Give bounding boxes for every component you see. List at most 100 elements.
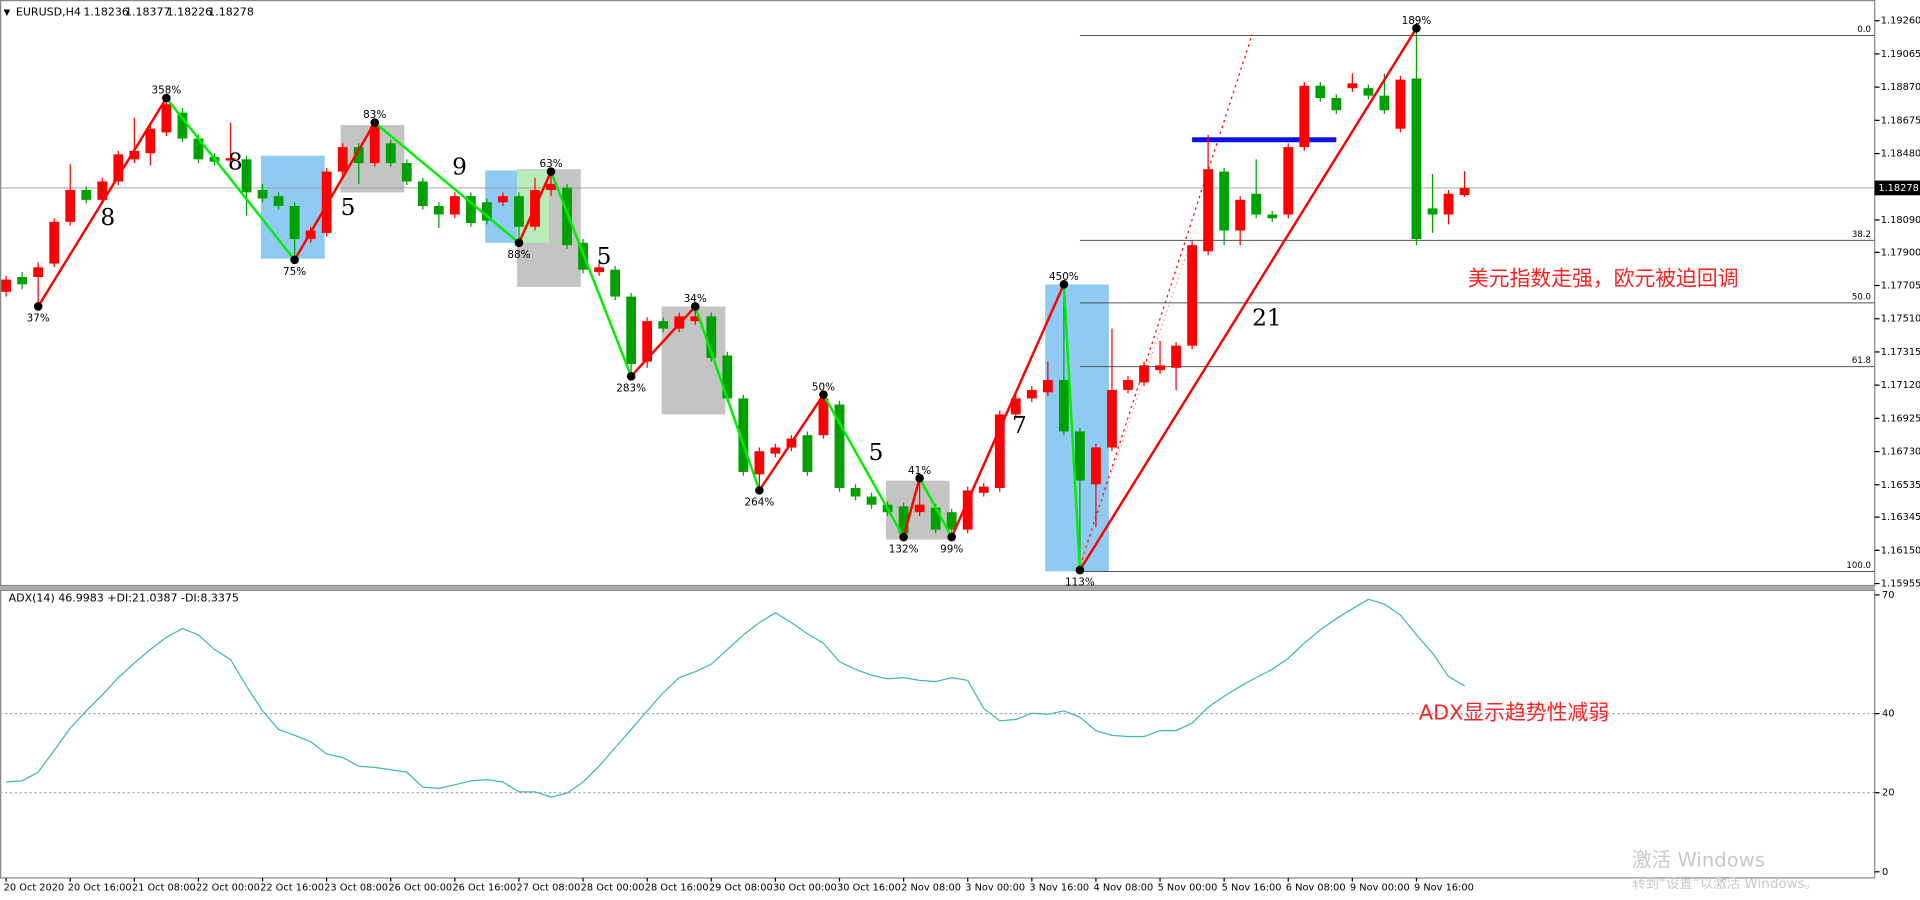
candle-body [642, 321, 653, 362]
candle-body [337, 147, 348, 172]
candle-body [385, 143, 396, 164]
zigzag-segment [373, 121, 520, 244]
annotation: 美元指数走强，欧元被迫回调 [1468, 267, 1739, 291]
x-tick-label: 3 Nov 00:00 [965, 883, 1025, 894]
zigzag-label: 189% [1402, 15, 1432, 27]
candle-body [1331, 98, 1342, 111]
candle-body [81, 189, 92, 200]
y-tick-label: 1.16730 [1881, 447, 1920, 458]
watermark: 转到“设置”以激活 Windows。 [1632, 876, 1818, 892]
candle-body [1443, 193, 1454, 215]
candle-body [690, 316, 701, 322]
y-tick-label: 1.18870 [1881, 82, 1920, 93]
candle-body [610, 269, 621, 297]
candle-body [818, 398, 829, 436]
current-price-tag [1874, 180, 1920, 196]
candle-body [1058, 380, 1069, 432]
candle-body [449, 196, 460, 215]
candle-body [433, 205, 444, 215]
candle-body [1395, 79, 1406, 129]
y-tick-label: 1.18480 [1881, 149, 1920, 160]
y-tick-label: 1.17705 [1881, 281, 1920, 292]
candle-body [1363, 88, 1374, 96]
candle-body [273, 196, 284, 206]
watermark: 激活 Windows [1632, 848, 1765, 871]
y-tick-label: 1.16345 [1881, 512, 1920, 523]
zigzag-point [1075, 565, 1085, 575]
wave-count: 8 [100, 204, 115, 231]
y-tick-label: 1.18090 [1881, 215, 1920, 226]
candle-body [754, 451, 765, 475]
candle-body [401, 163, 412, 182]
zigzag-segment [293, 121, 376, 261]
candle-body [97, 181, 108, 200]
candle-body [65, 189, 76, 222]
zigzag-point [690, 302, 700, 311]
symbol-title: EURUSD,H4 [16, 5, 81, 18]
candle-body [1155, 365, 1165, 371]
candle-body [225, 158, 236, 161]
zigzag-segment [758, 394, 825, 492]
zigzag-label: 83% [363, 109, 386, 121]
menu-arrow[interactable]: ▼ [4, 8, 11, 18]
x-tick-label: 30 Oct 16:00 [837, 883, 901, 894]
y-tick-label: 70 [1882, 590, 1894, 601]
candle-body [850, 488, 861, 497]
zigzag-segment [517, 171, 553, 244]
candle-body [866, 496, 877, 505]
zigzag-segment [1062, 284, 1082, 571]
zigzag-label: 450% [1049, 271, 1079, 283]
candle-body [241, 159, 252, 193]
y-tick-label: 40 [1882, 709, 1894, 720]
candle-body [498, 196, 508, 203]
candle-body [145, 128, 156, 154]
candle-body [658, 321, 669, 329]
candle-body [1379, 95, 1390, 111]
candle-body [978, 486, 989, 493]
candle-body [914, 504, 925, 513]
zigzag-label: 132% [889, 543, 919, 555]
zigzag-label: 264% [744, 497, 774, 509]
y-tick-label: 0 [1882, 867, 1888, 878]
adx-annotation: ADX显示趋势性减弱 [1419, 701, 1609, 725]
x-tick-label: 23 Oct 08:00 [324, 883, 388, 894]
zigzag-point [1412, 23, 1421, 33]
zigzag-label: 283% [616, 383, 646, 395]
y-tick-label: 1.17510 [1881, 314, 1920, 325]
candle-body [113, 154, 124, 182]
candle-body [594, 267, 605, 273]
candle-body [514, 196, 524, 227]
candle-body [465, 196, 476, 224]
candle-body [161, 104, 172, 133]
y-tick-label: 1.17900 [1881, 247, 1920, 258]
candle-body [626, 296, 637, 365]
x-tick-label: 28 Oct 16:00 [645, 883, 709, 894]
x-tick-label: 26 Oct 16:00 [452, 883, 516, 894]
y-tick-label: 1.17120 [1881, 380, 1920, 391]
x-tick-label: 22 Oct 00:00 [196, 883, 260, 894]
zigzag-label: 63% [539, 158, 562, 170]
candle-body [193, 138, 204, 160]
x-tick-label: 5 Nov 16:00 [1222, 883, 1282, 894]
candle-body [1315, 85, 1326, 99]
x-tick-label: 3 Nov 16:00 [1029, 883, 1089, 894]
main-panel [0, 0, 1876, 587]
header-high: 1.18377 [125, 5, 171, 18]
x-tick-label: 5 Nov 00:00 [1158, 883, 1218, 894]
zigzag-label: 99% [940, 543, 963, 555]
candle-body [1171, 345, 1181, 368]
fib-label: 61.8 [1852, 356, 1871, 366]
candle-body [353, 147, 364, 164]
zigzag-segment [37, 97, 168, 308]
candle-body [898, 506, 909, 534]
candle-body [1267, 214, 1278, 219]
y-tick-label: 1.17315 [1881, 347, 1920, 358]
candle-body [1251, 193, 1262, 215]
header-close: 1.18278 [208, 5, 254, 18]
candle-body [33, 267, 44, 278]
candle-body [1010, 398, 1021, 415]
zigzag-point [915, 473, 924, 483]
zigzag-label: 88% [507, 249, 530, 261]
candle-body [1235, 199, 1246, 231]
